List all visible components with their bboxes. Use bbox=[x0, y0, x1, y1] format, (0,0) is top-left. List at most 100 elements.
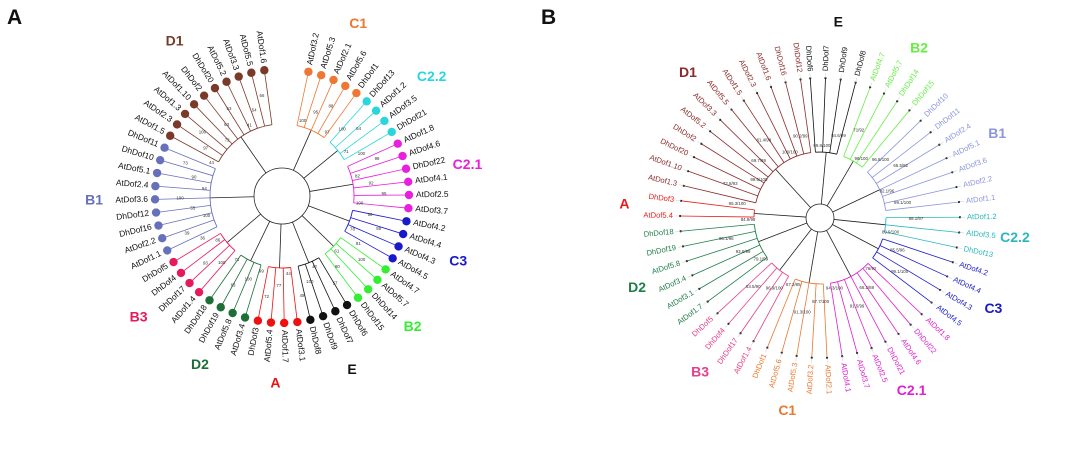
bootstrap-value: 44 bbox=[209, 160, 214, 165]
panel-b-clade-e: DhDof6 DhDof7 DhDof9 DhDof8 E bbox=[804, 14, 868, 205]
panel-a-label: A bbox=[7, 6, 22, 29]
leaf-branch bbox=[189, 245, 230, 284]
leaf-branch bbox=[800, 79, 812, 153]
clade-arc bbox=[771, 262, 789, 277]
leaf-branch bbox=[350, 155, 403, 174]
leaf-branch bbox=[822, 283, 828, 358]
leaf-dot bbox=[165, 131, 175, 140]
bootstrap-value: 84.6/99 bbox=[831, 133, 846, 138]
leaf-branch bbox=[156, 204, 211, 213]
clade-stem bbox=[240, 136, 267, 174]
leaf-label: DhDof3 bbox=[648, 192, 675, 204]
leaf-dot bbox=[247, 68, 256, 77]
leaf-label: AtDof3.2 bbox=[304, 32, 321, 66]
leaf-branch bbox=[731, 109, 779, 168]
leaf-guide bbox=[754, 88, 758, 94]
leaf-dot bbox=[279, 318, 289, 328]
leaf-branch bbox=[270, 267, 277, 323]
leaf-branch bbox=[214, 87, 245, 136]
bootstrap-value: 41 bbox=[247, 122, 252, 127]
bootstrap-value: 57.2/85 bbox=[786, 282, 801, 287]
bootstrap-value: 93 bbox=[203, 261, 208, 266]
leaf-dot bbox=[151, 181, 160, 191]
leaf-dot bbox=[401, 164, 411, 173]
bootstrap-value: 99.1/100 bbox=[894, 200, 912, 205]
leaf-tip bbox=[780, 351, 783, 354]
clade-label-d2: D2 bbox=[628, 279, 646, 295]
leaf-branch bbox=[323, 92, 357, 138]
clade-arc bbox=[218, 124, 273, 163]
bootstrap-value: 91.3/100 bbox=[794, 309, 812, 314]
leaf-tip bbox=[769, 85, 773, 88]
leaf-label: AtDof5.4 bbox=[643, 211, 673, 220]
leaf-label: DhDof18 bbox=[643, 227, 674, 239]
leaf-guide bbox=[956, 185, 962, 188]
leaf-branch bbox=[257, 266, 269, 321]
leaf-dot bbox=[293, 317, 302, 327]
clade-label-d1: D1 bbox=[679, 64, 697, 80]
clade-arc bbox=[830, 263, 869, 284]
leaf-branch bbox=[822, 78, 826, 153]
leaf-branch bbox=[872, 257, 932, 303]
leaf-branch bbox=[250, 72, 266, 127]
leaf-label: AtDof3.7 bbox=[415, 203, 449, 216]
leaf-label: AtDof1.1 bbox=[965, 193, 995, 205]
leaf-tip bbox=[679, 199, 683, 202]
leaf-label: AtDof2.2 bbox=[962, 174, 993, 189]
leaf-label: DhDof19 bbox=[646, 243, 677, 258]
leaf-branch bbox=[329, 101, 367, 143]
leaf-label: AtDof1.6 bbox=[255, 30, 269, 64]
leaf-guide bbox=[952, 262, 958, 265]
bootstrap-value: 99.6/100 bbox=[750, 177, 768, 182]
leaf-dot bbox=[158, 233, 167, 243]
clade-stem bbox=[808, 231, 819, 284]
leaf-branch bbox=[680, 215, 755, 218]
leaf-guide bbox=[940, 289, 945, 293]
leaf-dot bbox=[169, 257, 178, 267]
leaf-branch bbox=[683, 185, 756, 204]
leaf-guide bbox=[883, 88, 887, 94]
clade-label-e: E bbox=[834, 14, 843, 30]
leaf-branch bbox=[753, 275, 790, 342]
leaf-guide bbox=[799, 74, 801, 80]
clade-label-c2-1: C2.1 bbox=[453, 156, 483, 172]
leaf-label: DhDof2 bbox=[671, 122, 698, 143]
leaf-branch bbox=[850, 276, 886, 342]
bootstrap-value: 97 bbox=[203, 145, 208, 150]
leaf-guide bbox=[939, 141, 944, 145]
leaf-dot bbox=[260, 66, 269, 75]
leaf-dot bbox=[316, 70, 326, 80]
leaf-branch bbox=[861, 110, 910, 168]
bootstrap-value: 99.8/100 bbox=[813, 143, 831, 148]
clade-stem bbox=[292, 130, 312, 171]
leaf-label: AtDof1.6 bbox=[754, 51, 773, 82]
leaf-guide bbox=[959, 232, 965, 234]
leaf-branch bbox=[352, 168, 407, 181]
leaf-dot bbox=[329, 75, 338, 85]
leaf-guide bbox=[921, 314, 926, 318]
leaf-guide bbox=[769, 82, 772, 87]
leaf-branch bbox=[876, 144, 940, 184]
leaf-tip bbox=[755, 91, 759, 95]
leaf-guide bbox=[696, 140, 702, 144]
leaf-dot bbox=[393, 139, 402, 148]
leaf-branch bbox=[238, 76, 258, 129]
leaf-branch bbox=[335, 243, 378, 281]
leaf-dot bbox=[388, 254, 397, 263]
leaf-branch bbox=[344, 230, 393, 259]
clade-label-c3: C3 bbox=[449, 252, 467, 268]
leaf-branch bbox=[686, 237, 758, 262]
leaf-branch bbox=[162, 219, 215, 239]
leaf-label: AtDof3.5 bbox=[966, 228, 996, 240]
leaf-label: AtDof1.3 bbox=[647, 173, 678, 189]
leaf-dot bbox=[205, 296, 214, 305]
leaf-label: DhDof22 bbox=[412, 154, 447, 171]
clade-label-a: A bbox=[619, 195, 629, 211]
leaf-branch bbox=[157, 172, 212, 184]
leaf-label: AtDof3.2 bbox=[805, 364, 816, 394]
leaf-branch bbox=[343, 131, 392, 161]
bootstrap-value: 50 bbox=[368, 212, 373, 217]
